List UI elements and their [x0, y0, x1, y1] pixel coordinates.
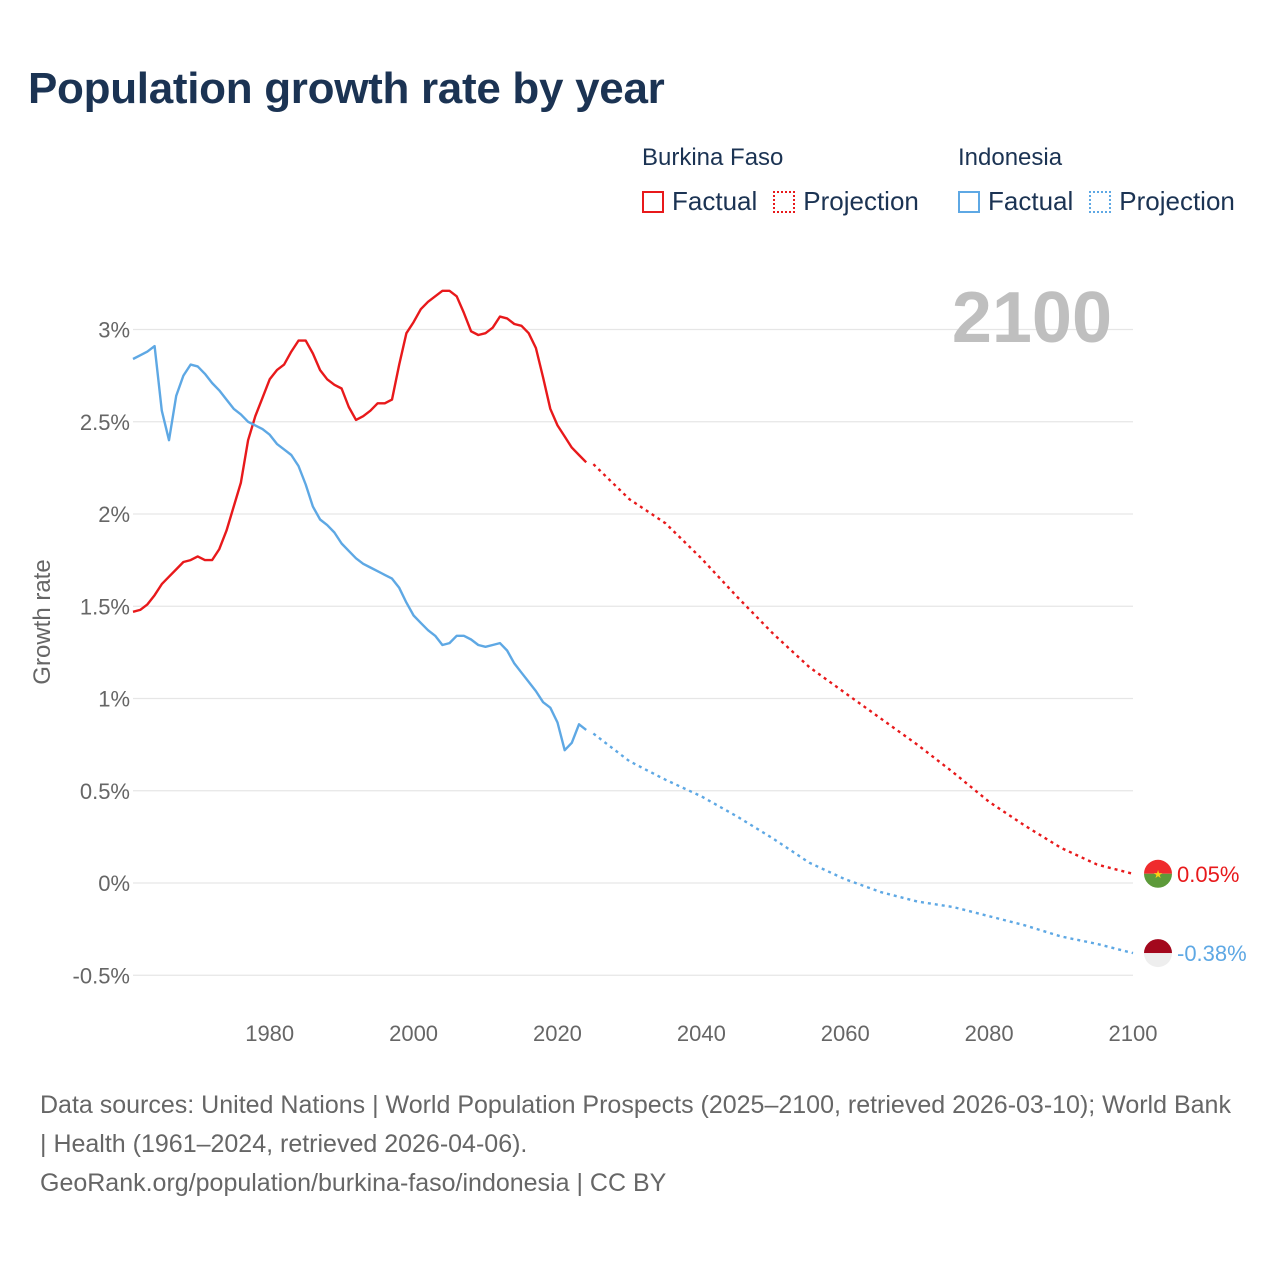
page-title: Population growth rate by year	[28, 64, 665, 113]
legend-label: Projection	[1119, 186, 1235, 216]
y-tick-label: 2%	[98, 502, 130, 527]
x-tick-label: 2060	[821, 1021, 870, 1046]
data-sources: Data sources: United Nations | World Pop…	[40, 1091, 1231, 1158]
y-tick-label: 2.5%	[80, 410, 130, 435]
legend-group-indonesia: Indonesia Factual Projection	[958, 144, 1235, 217]
legend-swatch-solid-icon	[958, 190, 980, 213]
legend-label: Factual	[988, 186, 1074, 216]
legend-group-name: Indonesia	[958, 144, 1063, 171]
y-tick-label: 0.5%	[80, 779, 130, 804]
legend-swatch-solid-icon	[642, 190, 664, 213]
x-tick-label: 1980	[245, 1021, 294, 1046]
x-tick-label: 2100	[1109, 1021, 1158, 1046]
x-tick-label: 2080	[965, 1021, 1014, 1046]
y-tick-label: 0%	[98, 871, 130, 896]
svg-text:★: ★	[1153, 868, 1163, 881]
legend-item-burkina-projection[interactable]: Projection	[773, 186, 919, 217]
end-value-label-indonesia: -0.38%	[1177, 941, 1247, 966]
legend-swatch-dotted-icon	[773, 190, 796, 213]
x-tick-label: 2040	[677, 1021, 726, 1046]
series-line-indonesia-factual[interactable]	[132, 344, 587, 752]
series-line-burkina-faso-factual[interactable]	[132, 289, 588, 613]
y-tick-label: 1.5%	[80, 594, 130, 619]
legend-item-burkina-factual[interactable]: Factual	[642, 186, 757, 217]
y-axis-title: Growth rate	[29, 559, 56, 684]
burkina-faso-flag-icon: ★	[1144, 859, 1172, 888]
source-link[interactable]: GeoRank.org/population/burkina-faso/indo…	[40, 1169, 667, 1197]
y-tick-label: 1%	[98, 687, 130, 712]
end-value-label-burkina-faso: 0.05%	[1177, 862, 1239, 887]
legend-group-burkina-faso: Burkina Faso Factual Projection	[642, 144, 935, 217]
y-tick-label: 3%	[98, 318, 130, 343]
legend-label: Projection	[803, 186, 919, 216]
legend-item-indonesia-factual[interactable]: Factual	[958, 186, 1073, 217]
legend-swatch-dotted-icon	[1089, 190, 1112, 213]
indonesia-flag-icon	[1144, 939, 1172, 968]
legend-item-indonesia-projection[interactable]: Projection	[1089, 186, 1235, 217]
legend-label: Factual	[672, 186, 758, 216]
line-chart: 2100 -0.5% 0% 0.5% 1% 1.5% 2% 2.5% 3% 1980 2000 2…	[29, 278, 1247, 1046]
footer: Data sources: United Nations | World Pop…	[40, 1086, 1240, 1203]
series-line-indonesia-projection[interactable]	[592, 732, 1134, 955]
x-tick-label: 2020	[533, 1021, 582, 1046]
legend-group-name: Burkina Faso	[642, 144, 784, 171]
y-tick-label: -0.5%	[73, 963, 130, 988]
year-watermark: 2100	[952, 278, 1112, 358]
series-line-burkina-faso-projection[interactable]	[592, 463, 1134, 875]
x-tick-label: 2000	[389, 1021, 438, 1046]
